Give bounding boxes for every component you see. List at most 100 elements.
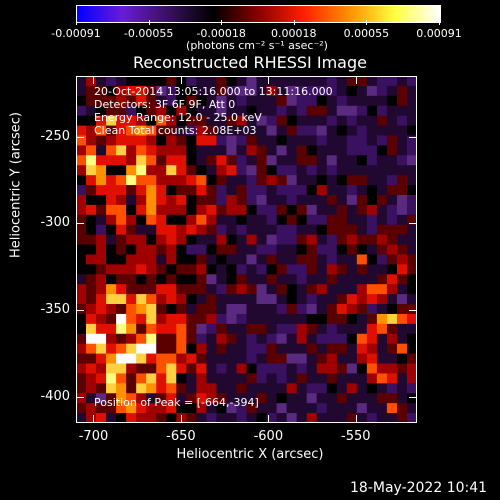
heatmap-cell <box>336 323 348 335</box>
heatmap-cell <box>246 343 258 355</box>
heatmap-cell <box>396 214 408 226</box>
heatmap-cell <box>276 343 288 355</box>
heatmap-cell <box>386 244 398 255</box>
heatmap-cell <box>286 383 298 394</box>
heatmap-cell <box>186 165 197 176</box>
heatmap-cell <box>286 393 298 404</box>
heatmap-cell <box>406 194 417 206</box>
heatmap-cell <box>396 125 408 136</box>
heatmap-cell <box>166 254 177 265</box>
heatmap-cell <box>236 333 247 345</box>
detectors-text: Detectors: 3F 6F 9F, Att 0 <box>94 98 236 111</box>
heatmap-cell <box>116 234 127 246</box>
heatmap-cell <box>326 294 338 305</box>
colorbar-tick <box>221 20 223 25</box>
heatmap-cell <box>346 313 358 325</box>
heatmap-cell <box>156 185 167 196</box>
heatmap-cell <box>386 363 398 374</box>
heatmap-cell <box>276 294 288 305</box>
heatmap-cell <box>346 185 358 196</box>
heatmap-cell <box>306 373 318 384</box>
heatmap-cell <box>106 403 117 414</box>
heatmap-cell <box>276 214 288 226</box>
heatmap-cell <box>96 135 107 146</box>
heatmap-cell <box>166 175 177 186</box>
heatmap-cell <box>196 204 207 216</box>
heatmap-cell <box>216 304 227 315</box>
heatmap-cell <box>166 185 177 196</box>
heatmap-cell <box>256 284 268 295</box>
heatmap-cell <box>346 95 358 107</box>
heatmap-cell <box>316 323 328 335</box>
heatmap-cell <box>256 244 268 255</box>
heatmap-cell <box>316 244 328 255</box>
heatmap-cell <box>366 76 378 87</box>
heatmap-cell <box>256 224 268 236</box>
heatmap-cell <box>266 145 278 156</box>
heatmap-cell <box>126 185 137 196</box>
heatmap-cell <box>106 393 117 404</box>
heatmap-cell <box>376 304 388 315</box>
heatmap-cell <box>166 165 177 176</box>
heatmap-cell <box>256 155 268 166</box>
y-tick <box>409 310 417 312</box>
heatmap-cell <box>236 393 247 404</box>
heatmap-cell <box>106 145 117 156</box>
heatmap-cell <box>126 224 137 236</box>
heatmap-cell <box>176 125 187 136</box>
heatmap-cell <box>136 284 147 295</box>
heatmap-cell <box>206 244 217 255</box>
heatmap-cell <box>236 313 247 325</box>
heatmap-cell <box>316 85 328 97</box>
heatmap-cell <box>336 115 348 127</box>
heatmap-cell <box>76 145 87 156</box>
heatmap-cell <box>306 95 318 107</box>
heatmap-cell <box>286 105 298 117</box>
heatmap-cell <box>326 224 338 236</box>
heatmap-cell <box>246 135 258 146</box>
heatmap-cell <box>126 234 137 246</box>
heatmap-cell <box>166 155 177 166</box>
heatmap-cell <box>126 135 137 146</box>
heatmap-cell <box>376 224 388 236</box>
heatmap-cell <box>366 224 378 236</box>
heatmap-cell <box>186 313 197 325</box>
heatmap-cell <box>86 234 97 246</box>
heatmap-cell <box>106 194 117 206</box>
heatmap-cell <box>106 115 117 127</box>
heatmap-cell <box>356 234 368 246</box>
heatmap-cell <box>156 304 167 315</box>
heatmap-cell <box>236 76 247 87</box>
heatmap-cell <box>226 304 237 315</box>
heatmap-cell <box>276 125 288 136</box>
heatmap-cell <box>216 294 227 305</box>
heatmap-cell <box>116 373 127 384</box>
heatmap-cell <box>296 323 308 335</box>
heatmap-cell <box>96 76 107 87</box>
heatmap-cell <box>96 115 107 127</box>
heatmap-cell <box>336 224 348 236</box>
heatmap-cell <box>396 313 408 325</box>
heatmap-cell <box>186 105 197 117</box>
heatmap-cell <box>246 76 258 87</box>
heatmap-cell <box>236 264 247 275</box>
heatmap-cell <box>146 105 157 117</box>
heatmap-cell <box>206 105 217 117</box>
heatmap-cell <box>256 313 268 325</box>
heatmap-cell <box>76 244 87 255</box>
heatmap-cell <box>236 294 247 305</box>
y-tick <box>409 136 417 138</box>
heatmap-cell <box>126 294 137 305</box>
heatmap-cell <box>356 264 368 275</box>
heatmap-cell <box>106 353 117 365</box>
x-tick <box>355 76 357 84</box>
heatmap-cell <box>96 383 107 394</box>
heatmap-cell <box>266 76 278 87</box>
heatmap-cell <box>206 135 217 146</box>
heatmap-cell <box>316 413 328 423</box>
heatmap-cell <box>86 254 97 265</box>
heatmap-cell <box>246 403 258 414</box>
heatmap-cell <box>106 155 117 166</box>
heatmap-cell <box>266 304 278 315</box>
heatmap-cell <box>246 294 258 305</box>
